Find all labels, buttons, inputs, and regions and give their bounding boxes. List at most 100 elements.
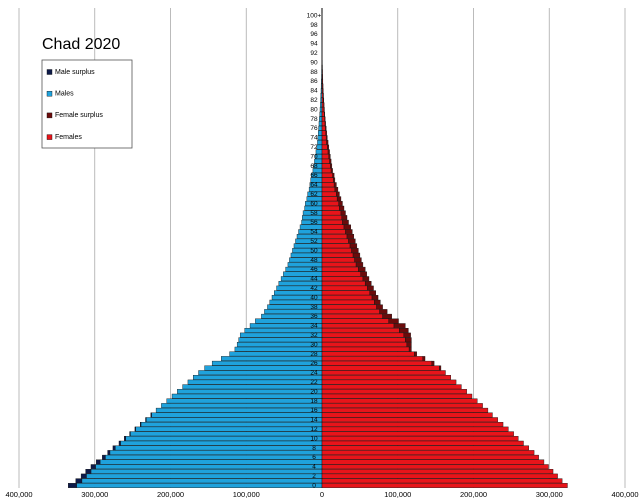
bar — [327, 149, 330, 155]
bar — [112, 445, 116, 451]
bar — [317, 139, 323, 145]
bar — [130, 431, 323, 437]
y-tick-label: 22 — [310, 379, 318, 386]
bar — [321, 375, 451, 380]
bar — [318, 125, 323, 131]
bar — [211, 360, 323, 366]
y-tick-label: 90 — [310, 59, 318, 66]
y-tick-label: 50 — [310, 247, 318, 254]
bar — [338, 201, 343, 206]
bar — [343, 224, 351, 230]
y-tick-label: 4 — [312, 464, 316, 471]
x-tick-label: 0 — [320, 490, 324, 499]
bar — [234, 346, 323, 352]
bar — [321, 248, 352, 253]
legend-swatch — [46, 90, 53, 97]
bar — [321, 116, 325, 122]
y-tick-label: 44 — [310, 276, 318, 283]
bar — [321, 205, 340, 211]
bar — [177, 389, 323, 394]
bar — [321, 295, 373, 300]
bar — [295, 238, 323, 244]
bar — [321, 281, 366, 286]
bar — [321, 276, 364, 282]
bar — [321, 163, 331, 169]
bar — [321, 299, 375, 305]
bar — [321, 445, 529, 451]
bar — [327, 144, 330, 150]
bar — [321, 97, 324, 103]
bar — [182, 384, 323, 390]
bar — [321, 224, 345, 230]
bar — [96, 459, 101, 465]
bar — [321, 304, 377, 310]
bar — [376, 304, 383, 310]
bar — [90, 464, 96, 470]
bar — [321, 384, 462, 390]
bar — [321, 102, 324, 108]
bar — [321, 271, 361, 277]
bar — [393, 323, 406, 329]
bar — [414, 351, 417, 357]
chart-title: Chad 2020 — [42, 36, 120, 53]
y-tick-label: 42 — [310, 285, 318, 292]
bar — [321, 262, 357, 267]
x-tick-label: 200,000 — [460, 490, 487, 499]
bar — [326, 139, 329, 145]
bar — [333, 182, 337, 188]
x-tick-label: 100,000 — [384, 490, 411, 499]
y-tick-label: 2 — [312, 473, 316, 480]
bar — [325, 135, 328, 141]
legend-swatch — [46, 112, 53, 119]
x-tick-label: 200,000 — [157, 490, 184, 499]
bar — [371, 295, 379, 300]
bar — [229, 351, 323, 357]
bar — [321, 365, 440, 371]
y-tick-label: 0 — [312, 482, 316, 489]
bar — [422, 356, 426, 361]
y-tick-label: 14 — [310, 417, 318, 424]
bar — [321, 111, 325, 117]
bar — [124, 436, 127, 441]
y-tick-label: 12 — [310, 426, 318, 433]
bar — [321, 121, 326, 127]
bar — [321, 149, 329, 155]
bar — [318, 130, 323, 136]
bar — [139, 422, 142, 427]
bar — [321, 177, 334, 183]
bar — [321, 252, 354, 258]
bar — [336, 191, 340, 197]
bar — [321, 464, 549, 470]
bar — [362, 276, 370, 282]
bar — [348, 238, 356, 244]
y-tick-label: 28 — [310, 351, 318, 358]
bar — [68, 483, 77, 488]
y-tick-label: 96 — [310, 31, 318, 38]
y-tick-label: 20 — [310, 388, 318, 395]
bar — [321, 139, 327, 145]
legend-label: Male surplus — [55, 69, 95, 76]
bar — [321, 450, 535, 455]
bar — [341, 215, 348, 220]
bar — [318, 121, 323, 127]
bar — [320, 102, 323, 108]
bar — [321, 135, 327, 141]
bar — [115, 445, 323, 451]
bar — [334, 186, 339, 192]
bar — [118, 440, 121, 446]
bar — [352, 252, 361, 258]
bar — [321, 257, 355, 263]
bar — [95, 464, 323, 470]
bar — [320, 97, 323, 103]
bar — [321, 332, 405, 338]
y-tick-label: 98 — [310, 22, 318, 29]
bar — [351, 248, 359, 253]
bar — [321, 191, 337, 197]
bar — [99, 459, 323, 465]
bar — [340, 210, 346, 216]
bar — [86, 473, 323, 479]
legend-swatch — [46, 69, 53, 75]
bar — [321, 403, 483, 408]
bar — [367, 285, 374, 291]
